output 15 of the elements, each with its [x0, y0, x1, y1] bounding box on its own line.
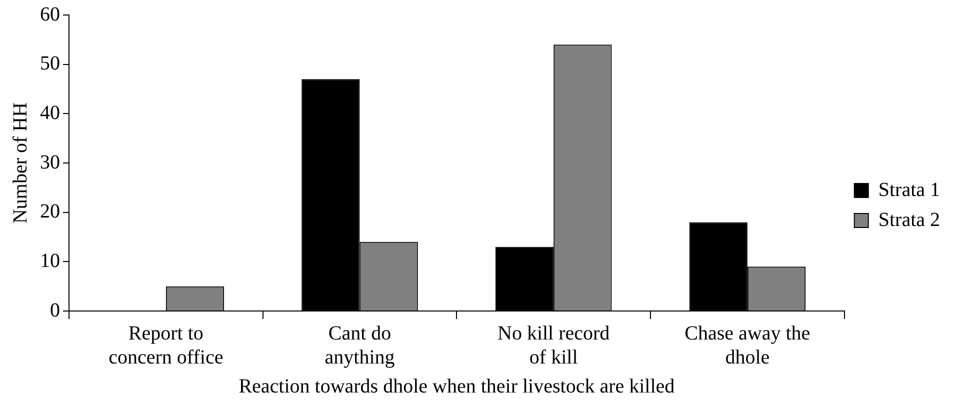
x-tick-label: No kill record of kill: [498, 322, 610, 368]
y-tick-label: 10: [40, 250, 60, 272]
legend-label: Strata 2: [878, 208, 940, 231]
x-tick-label: Chase away the dhole: [684, 322, 810, 368]
x-tick-label: Report to concern office: [108, 322, 224, 368]
y-tick-label: 30: [40, 151, 60, 174]
x-tick-label: Cant do anything: [324, 322, 395, 368]
y-tick-label: 50: [40, 52, 60, 75]
y-tick-label: 40: [40, 102, 60, 124]
legend-label: Strata 1: [878, 178, 940, 201]
y-tick-label: 60: [40, 3, 60, 26]
y-axis-title: Number of HH: [9, 102, 32, 224]
y-tick-label: 20: [40, 200, 60, 223]
y-tick-label: 0: [50, 299, 60, 322]
x-axis-title: Reaction towards dhole when their livestock are killed: [238, 375, 675, 398]
